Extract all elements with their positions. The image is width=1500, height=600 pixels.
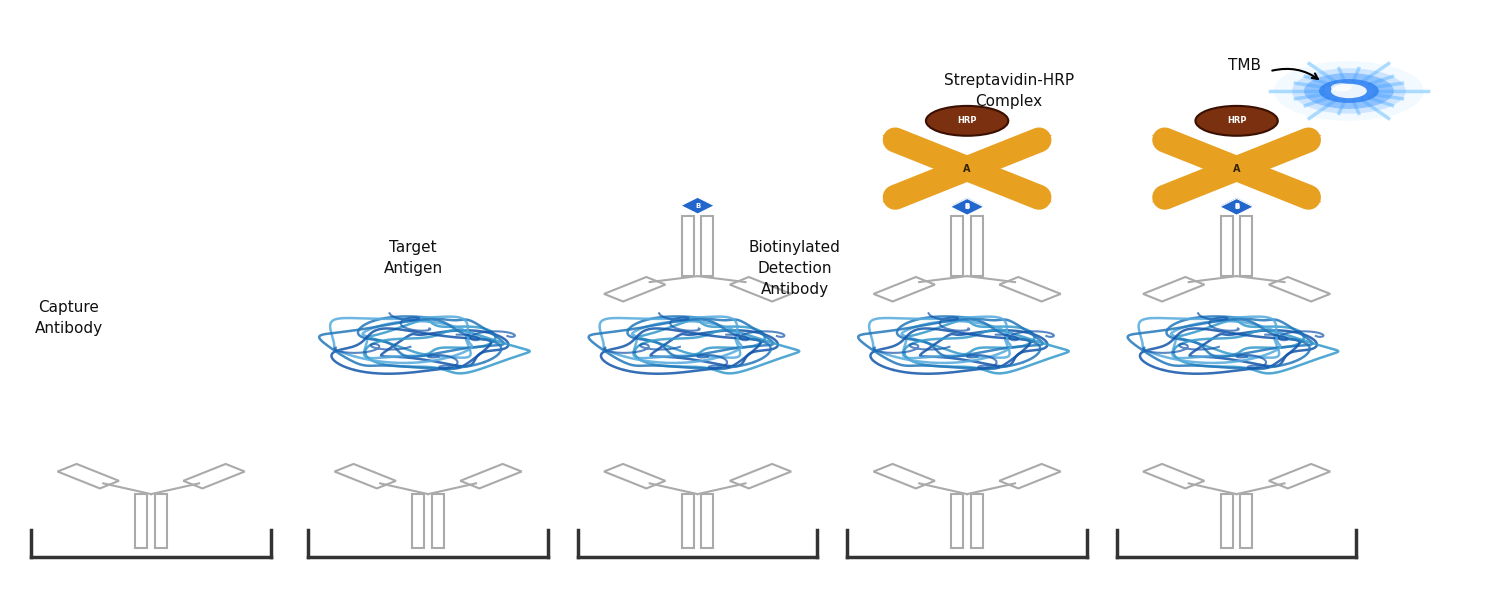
- Text: A: A: [963, 164, 970, 173]
- Bar: [730, 277, 790, 301]
- Text: B: B: [694, 203, 700, 209]
- Bar: [154, 494, 166, 548]
- Bar: [460, 464, 522, 488]
- Text: B: B: [1234, 204, 1239, 210]
- Circle shape: [1318, 79, 1378, 103]
- Bar: [1240, 494, 1252, 548]
- Bar: [951, 217, 963, 276]
- Bar: [970, 217, 982, 276]
- Ellipse shape: [926, 106, 1008, 136]
- Polygon shape: [1032, 194, 1052, 202]
- Circle shape: [1304, 73, 1394, 109]
- Bar: [970, 494, 982, 548]
- Circle shape: [1330, 83, 1352, 92]
- Text: Streptavidin-HRP
Complex: Streptavidin-HRP Complex: [944, 73, 1074, 109]
- Bar: [873, 277, 934, 301]
- Polygon shape: [882, 135, 903, 143]
- Text: B: B: [1234, 203, 1239, 209]
- Bar: [1269, 464, 1330, 488]
- Polygon shape: [882, 194, 903, 202]
- Bar: [334, 464, 396, 488]
- Text: Biotinylated
Detection
Antibody: Biotinylated Detection Antibody: [748, 240, 842, 297]
- Bar: [702, 217, 714, 276]
- Polygon shape: [1152, 194, 1173, 202]
- Circle shape: [1274, 61, 1424, 121]
- Bar: [1269, 277, 1330, 301]
- Bar: [1143, 464, 1204, 488]
- Bar: [1143, 277, 1204, 301]
- Bar: [135, 494, 147, 548]
- Bar: [1240, 217, 1252, 276]
- Polygon shape: [1300, 135, 1322, 143]
- Ellipse shape: [1196, 106, 1278, 136]
- Text: B: B: [964, 203, 969, 209]
- Bar: [873, 464, 934, 488]
- Polygon shape: [681, 197, 714, 214]
- Polygon shape: [1220, 199, 1254, 215]
- Text: A: A: [1233, 164, 1240, 173]
- Circle shape: [1330, 84, 1366, 98]
- Polygon shape: [951, 199, 984, 215]
- Text: Target
Antigen: Target Antigen: [384, 240, 442, 276]
- Text: Capture
Antibody: Capture Antibody: [34, 300, 104, 336]
- Bar: [702, 494, 714, 548]
- Bar: [730, 464, 790, 488]
- Polygon shape: [1300, 194, 1322, 202]
- Text: HRP: HRP: [957, 116, 976, 125]
- Text: B: B: [964, 204, 969, 210]
- Bar: [999, 277, 1060, 301]
- Bar: [604, 277, 666, 301]
- Bar: [183, 464, 244, 488]
- Bar: [951, 494, 963, 548]
- Bar: [999, 464, 1060, 488]
- Polygon shape: [1152, 135, 1173, 143]
- Bar: [413, 494, 424, 548]
- Polygon shape: [1220, 197, 1254, 214]
- Bar: [682, 217, 694, 276]
- Bar: [1221, 494, 1233, 548]
- Bar: [682, 494, 694, 548]
- Bar: [1221, 217, 1233, 276]
- Bar: [57, 464, 118, 488]
- Polygon shape: [1032, 135, 1052, 143]
- Polygon shape: [951, 197, 984, 214]
- Text: HRP: HRP: [1227, 116, 1246, 125]
- Text: TMB: TMB: [1227, 58, 1260, 73]
- Bar: [604, 464, 666, 488]
- Circle shape: [1292, 68, 1406, 113]
- Bar: [432, 494, 444, 548]
